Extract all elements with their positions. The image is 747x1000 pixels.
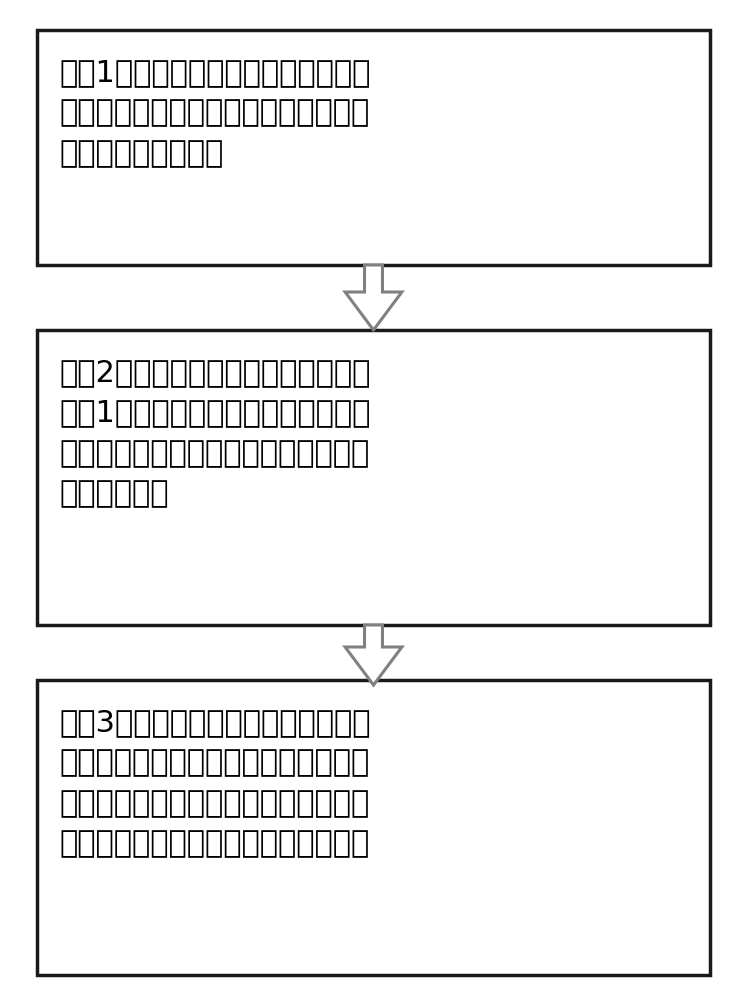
Polygon shape	[345, 625, 402, 685]
Polygon shape	[345, 265, 402, 330]
Text: 步骤3：根据磁浮作动器作用力，计算
不同频率对应的电流幅值，并通过电流
发生器输出到磁浮作动器线圈，和固定
的匀强磁场作用产生需要的干扰力矩。: 步骤3：根据磁浮作动器作用力，计算 不同频率对应的电流幅值，并通过电流 发生器输…	[60, 708, 371, 858]
Text: 步骤1：模拟卫星的振动源进行傅里叶
分析，确定气浮台试验中需要施加的干
扰力矩的幅值和频率: 步骤1：模拟卫星的振动源进行傅里叶 分析，确定气浮台试验中需要施加的干 扰力矩的…	[60, 58, 371, 168]
Bar	[37, 30, 710, 265]
Bar	[37, 330, 710, 625]
Bar	[37, 680, 710, 975]
Text: 步骤2：根据磁浮作动器的安装位置和
步骤1中计算得到的需要施加的干扰力
矩的幅值和频率，计算不同频率下磁浮
作动器作用力: 步骤2：根据磁浮作动器的安装位置和 步骤1中计算得到的需要施加的干扰力 矩的幅值…	[60, 358, 371, 509]
